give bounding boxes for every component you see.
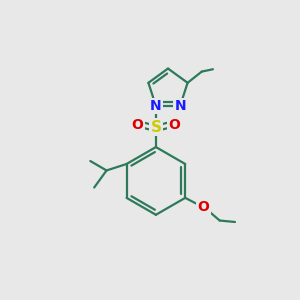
Text: N: N bbox=[174, 99, 186, 113]
Text: N: N bbox=[150, 99, 162, 113]
Text: O: O bbox=[132, 118, 144, 132]
Text: S: S bbox=[150, 119, 161, 134]
Text: O: O bbox=[168, 118, 180, 132]
Text: O: O bbox=[197, 200, 209, 214]
